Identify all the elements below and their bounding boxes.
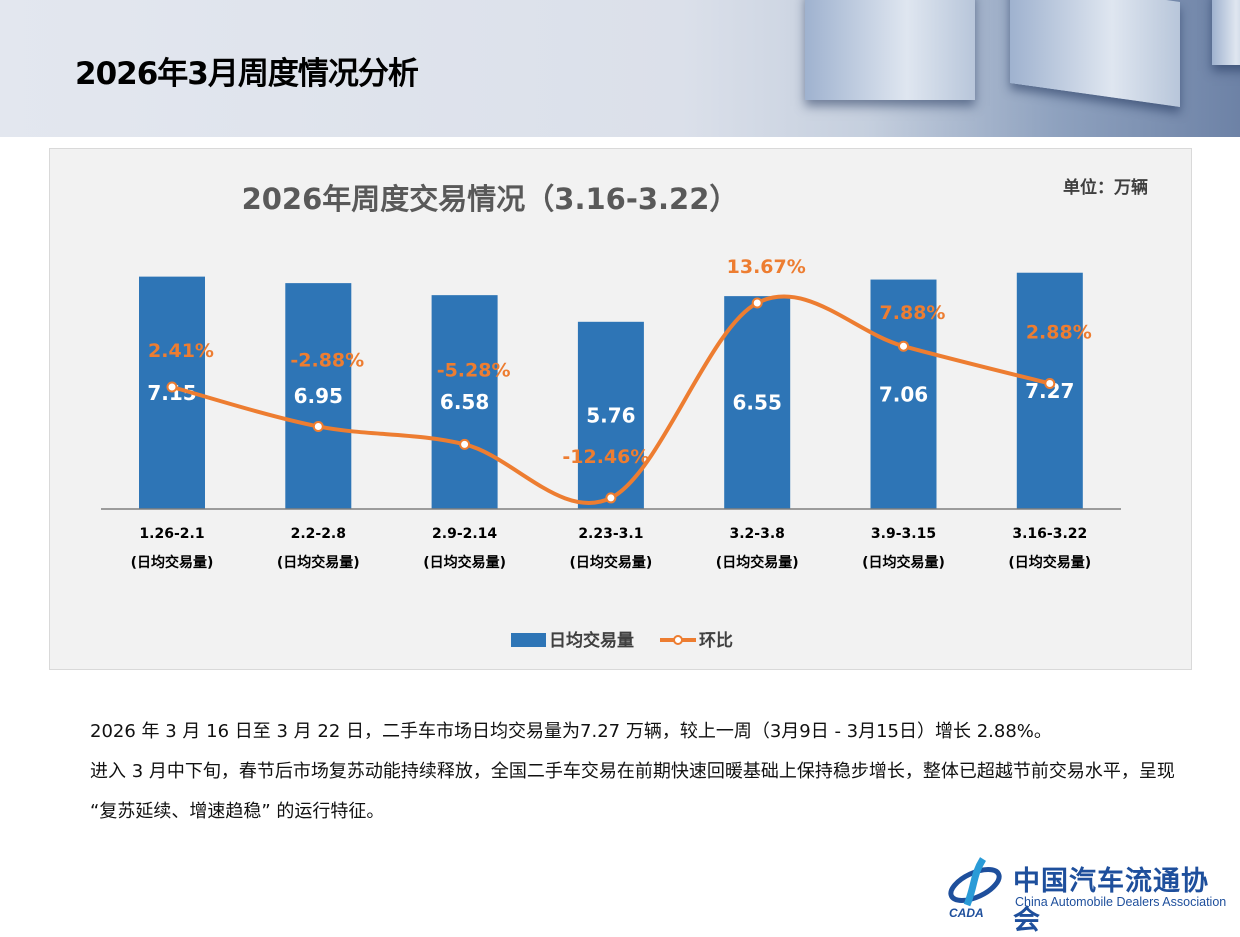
x-tick-sublabel: (日均交易量) — [570, 554, 653, 571]
cada-logo: CADA 中国汽车流通协会 China Automobile Dealers A… — [945, 855, 1235, 936]
x-tick-label: 2.9-2.14 — [432, 526, 497, 542]
x-tick-label: 3.16-3.22 — [1012, 526, 1087, 542]
unit-label: 单位：万辆 — [1063, 177, 1148, 198]
decorative-cube — [1212, 0, 1240, 65]
x-tick-sublabel: (日均交易量) — [423, 554, 506, 571]
paragraph-1: 2026 年 3 月 16 日至 3 月 22 日，二手车市场日均交易量为7.2… — [90, 721, 1052, 742]
bar-value-label: 5.76 — [586, 403, 635, 427]
x-tick-label: 2.2-2.8 — [291, 526, 346, 542]
line-value-label: 2.41% — [148, 340, 214, 362]
x-tick-label: 1.26-2.1 — [139, 526, 204, 542]
x-tick-label: 3.2-3.8 — [729, 526, 784, 542]
paragraph-2: 进入 3 月中下旬，春节后市场复苏动能持续释放，全国二手车交易在前期快速回暖基础… — [90, 761, 1175, 822]
decorative-cube — [805, 0, 975, 100]
line-point — [751, 297, 763, 309]
bar-value-label: 6.95 — [294, 384, 343, 408]
bar-value-label: 7.06 — [879, 382, 928, 406]
line-value-label: 2.88% — [1026, 321, 1092, 343]
legend-line-marker — [673, 635, 683, 645]
page-title: 2026年3月周度情况分析 — [75, 56, 419, 92]
line-value-label: -5.28% — [437, 359, 511, 381]
legend-line-label: 环比 — [699, 630, 733, 651]
bar — [724, 296, 791, 509]
line-point — [1044, 377, 1056, 389]
bar — [1016, 272, 1083, 509]
line-point — [459, 438, 471, 450]
cada-logo-mark-icon: CADA — [948, 857, 1002, 920]
chart-title: 2026年周度交易情况（3.16-3.22） — [242, 182, 739, 216]
decorative-cube — [1010, 0, 1180, 107]
line-point — [312, 420, 324, 432]
legend-bar-label: 日均交易量 — [549, 630, 634, 651]
bar — [285, 283, 352, 509]
bar — [431, 295, 498, 509]
line-value-label: 7.88% — [880, 302, 946, 324]
logo-en: China Automobile Dealers Association — [1015, 895, 1227, 909]
chart-panel: 2026年周度交易情况（3.16-3.22） 单位：万辆 7.15 1.26-2.1(… — [49, 148, 1192, 670]
bar-value-label: 6.55 — [733, 391, 782, 415]
header-banner: 2026年3月周度情况分析 — [0, 0, 1240, 137]
logo-mark-text: CADA — [949, 906, 984, 920]
line-point — [166, 381, 178, 393]
x-tick-label: 3.9-3.15 — [871, 526, 936, 542]
x-tick-sublabel: (日均交易量) — [1008, 554, 1091, 571]
chart: 2026年周度交易情况（3.16-3.22） 单位：万辆7.151.26-2.1(… — [101, 177, 1148, 651]
line-value-label: -2.88% — [290, 349, 364, 371]
x-tick-sublabel: (日均交易量) — [131, 554, 214, 571]
bar-value-label: 6.58 — [440, 390, 489, 414]
legend-bar-swatch — [511, 633, 546, 647]
line-value-label: -12.46% — [562, 446, 649, 468]
line-value-label: 13.67% — [727, 256, 806, 278]
bar — [870, 279, 937, 509]
line-point — [898, 340, 909, 352]
logo-cn: 中国汽车流通协会 — [1013, 866, 1209, 936]
body-text: 2026 年 3 月 16 日至 3 月 22 日，二手车市场日均交易量为7.2… — [90, 712, 1190, 832]
x-tick-sublabel: (日均交易量) — [277, 554, 360, 571]
x-tick-sublabel: (日均交易量) — [716, 554, 799, 571]
line-point — [605, 492, 617, 504]
x-tick-label: 2.23-3.1 — [578, 526, 643, 542]
x-tick-sublabel: (日均交易量) — [862, 554, 945, 571]
